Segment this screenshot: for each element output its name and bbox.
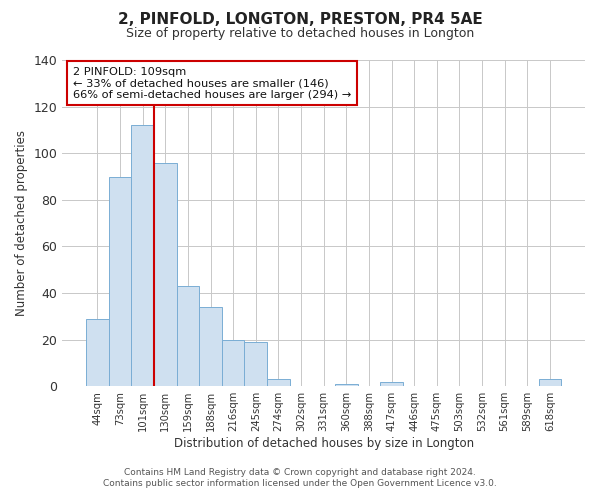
Bar	[267, 379, 290, 386]
Bar	[131, 125, 154, 386]
Bar	[199, 307, 222, 386]
Text: Contains HM Land Registry data © Crown copyright and database right 2024.
Contai: Contains HM Land Registry data © Crown c…	[103, 468, 497, 487]
Bar	[109, 176, 131, 386]
Text: 2, PINFOLD, LONGTON, PRESTON, PR4 5AE: 2, PINFOLD, LONGTON, PRESTON, PR4 5AE	[118, 12, 482, 28]
X-axis label: Distribution of detached houses by size in Longton: Distribution of detached houses by size …	[173, 437, 474, 450]
Bar	[380, 382, 403, 386]
Y-axis label: Number of detached properties: Number of detached properties	[15, 130, 28, 316]
Bar	[539, 379, 561, 386]
Bar	[244, 342, 267, 386]
Bar	[154, 162, 176, 386]
Bar	[86, 318, 109, 386]
Bar	[222, 340, 244, 386]
Text: 2 PINFOLD: 109sqm
← 33% of detached houses are smaller (146)
66% of semi-detache: 2 PINFOLD: 109sqm ← 33% of detached hous…	[73, 66, 351, 100]
Bar	[176, 286, 199, 386]
Text: Size of property relative to detached houses in Longton: Size of property relative to detached ho…	[126, 28, 474, 40]
Bar	[335, 384, 358, 386]
